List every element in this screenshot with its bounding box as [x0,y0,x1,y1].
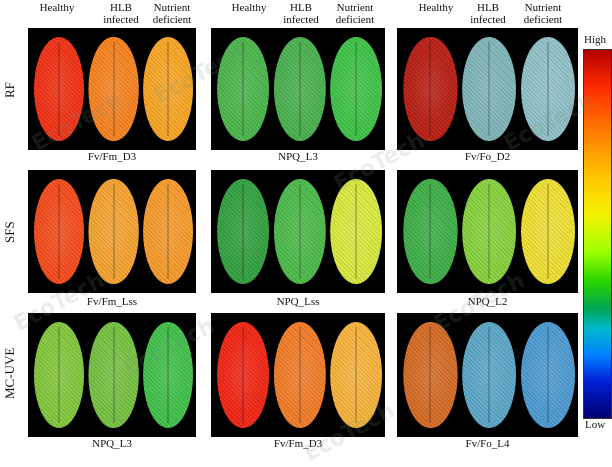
leaf-image [462,321,517,429]
row-label-rf: RF [2,82,17,98]
leaf-image [520,321,576,429]
panel-label: NPQ_L2 [467,296,508,308]
header-healthy-2: Healthy [231,2,267,14]
panel-label: Fv/Fm_Lss [86,296,138,308]
leaf-image [273,36,326,142]
leaf-midrib [547,41,550,137]
panel-label: NPQ_L3 [92,438,132,450]
header-nutrient-3: Nutrient deficient [523,2,563,26]
row-label-sfs: SFS [2,221,17,243]
image-panel [28,28,196,150]
leaf-image [403,321,458,429]
leaf-image [88,36,139,142]
panel-label: Fv/Fm_D3 [87,151,137,163]
colorbar-low-label: Low [585,419,606,431]
image-panel [211,313,385,437]
leaf-midrib [112,183,115,280]
leaf-image [143,321,194,429]
leaf-image [33,321,85,429]
header-hlb-3: HLB infected [470,2,506,26]
leaf-midrib [167,183,170,280]
leaf-midrib [58,327,61,423]
leaf-midrib [547,183,550,280]
leaf-midrib [355,41,358,137]
leaf-midrib [298,41,301,137]
leaf-image [330,321,383,429]
leaf-image [273,321,326,429]
leaf-midrib [488,183,491,280]
leaf-image [330,178,383,285]
header-nutrient-1: Nutrient deficient [152,2,192,26]
leaf-midrib [58,41,61,137]
leaf-midrib [429,327,432,423]
leaf-midrib [242,41,245,137]
image-panel [28,313,196,437]
leaf-image [217,321,270,429]
leaf-midrib [488,327,491,423]
header-hlb-1: HLB infected [103,2,139,26]
header-hlb-2: HLB infected [283,2,319,26]
image-panel [397,313,578,437]
header-healthy-1: Healthy [39,2,75,14]
panel-label: NPQ_Lss [276,296,320,308]
leaf-image [403,178,458,285]
leaf-midrib [355,327,358,423]
leaf-midrib [429,41,432,137]
leaf-midrib [298,327,301,423]
leaf-image [33,36,85,142]
leaf-image [143,178,194,285]
leaf-midrib [242,183,245,280]
panel-label: Fv/Fm_D3 [273,438,323,450]
leaf-image [403,36,458,142]
leaf-image [33,178,85,285]
image-panel [397,28,578,150]
leaf-midrib [167,41,170,137]
panel-label: NPQ_L3 [278,151,318,163]
leaf-midrib [355,183,358,280]
panel-label: Fv/Fo_D2 [464,151,511,163]
colorbar-high-label: High [584,34,606,46]
header-nutrient-2: Nutrient deficient [335,2,375,26]
leaf-midrib [112,41,115,137]
leaf-midrib [298,183,301,280]
leaf-image [462,36,517,142]
image-panel [28,170,196,293]
leaf-midrib [58,183,61,280]
leaf-midrib [429,183,432,280]
leaf-image [143,36,194,142]
leaf-image [217,178,270,285]
leaf-image [330,36,383,142]
leaf-image [88,178,139,285]
image-panel [397,170,578,293]
leaf-image [88,321,139,429]
image-panel [211,28,385,150]
image-panel [211,170,385,293]
leaf-midrib [547,327,550,423]
leaf-image [217,36,270,142]
leaf-midrib [242,327,245,423]
colorbar [583,49,612,419]
panel-label: Fv/Fo_L4 [465,438,510,450]
leaf-image [520,178,576,285]
leaf-image [462,178,517,285]
leaf-midrib [167,327,170,423]
header-healthy-3: Healthy [418,2,454,14]
leaf-image [273,178,326,285]
leaf-midrib [112,327,115,423]
leaf-midrib [488,41,491,137]
leaf-image [520,36,576,142]
